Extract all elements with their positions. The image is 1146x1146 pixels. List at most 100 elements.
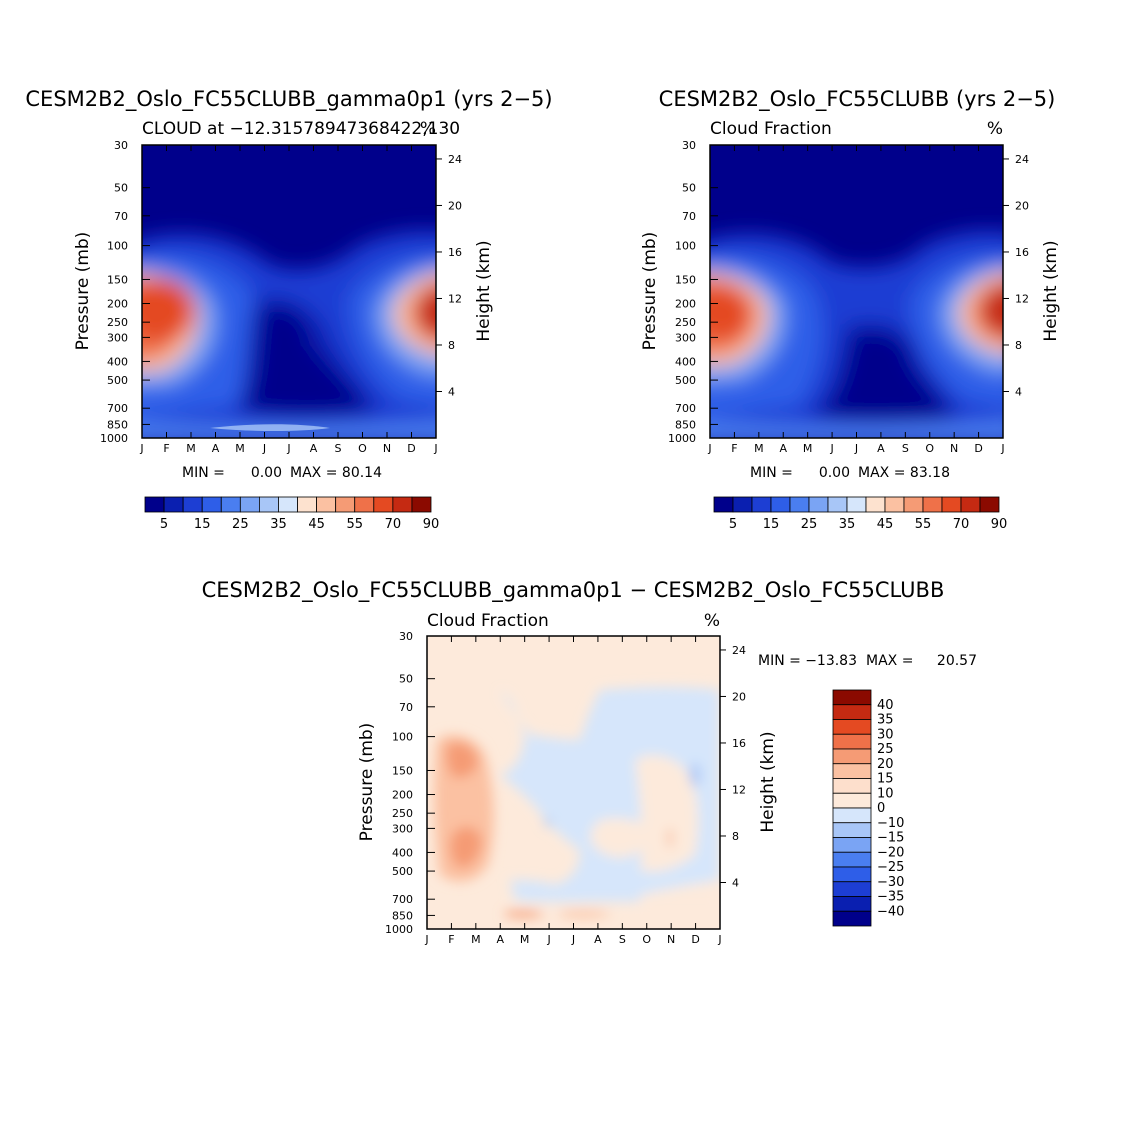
panel-2-contour-field <box>710 145 1003 438</box>
colorbar-label: 5 <box>160 517 168 532</box>
y2-tick-label: 24 <box>732 644 746 657</box>
y-tick-label: 100 <box>392 731 413 744</box>
colorbar-label: 20 <box>877 757 894 772</box>
y-tick-label: 700 <box>392 893 413 906</box>
panel-1-left-subtitle: CLOUD at −12.31578947368422,130 <box>142 119 460 139</box>
panel-3-max-value: 20.57 <box>937 653 977 669</box>
colorbar-swatch <box>865 496 886 513</box>
colorbar-swatch <box>832 896 872 912</box>
colorbar-swatch <box>832 910 872 927</box>
colorbar-swatch <box>258 496 279 513</box>
colorbar-label: −40 <box>877 904 904 919</box>
y2-tick-label: 16 <box>732 737 746 750</box>
panel-1-min-label: MIN = <box>182 465 225 481</box>
colorbar-swatch <box>903 496 924 513</box>
colorbar-swatch <box>979 496 1000 513</box>
y2-tick-label: 4 <box>1015 385 1022 398</box>
x-tick-label: J <box>829 442 833 455</box>
x-tick-label: A <box>310 442 318 455</box>
colorbar-label: 25 <box>232 517 249 532</box>
y-tick-label: 400 <box>392 846 413 859</box>
y-tick-label: 250 <box>675 316 696 329</box>
x-tick-label: D <box>691 933 699 946</box>
panel-2-min-value: 0.00 <box>819 465 850 481</box>
x-tick-label: M <box>520 933 530 946</box>
colorbar-label: 45 <box>308 517 325 532</box>
colorbar-label: 35 <box>270 517 287 532</box>
panel-2-ylabel: Pressure (mb) <box>640 232 660 351</box>
y-tick-label: 500 <box>392 865 413 878</box>
colorbar-label: 55 <box>915 517 932 532</box>
x-tick-label: J <box>433 442 437 455</box>
colorbar-label: 15 <box>194 517 211 532</box>
colorbar-label: 15 <box>763 517 780 532</box>
x-tick-label: M <box>471 933 481 946</box>
y2-tick-label: 24 <box>448 153 462 166</box>
y-tick-label: 70 <box>114 210 128 223</box>
y-tick-label: 250 <box>107 316 128 329</box>
panel-3-max-label: MAX = <box>866 653 913 669</box>
panel-1-max-value: 80.14 <box>342 465 382 481</box>
y-tick-label: 30 <box>682 139 696 152</box>
x-tick-label: A <box>779 442 787 455</box>
panel-3-min-label: MIN = <box>758 653 801 669</box>
y2-tick-label: 12 <box>448 292 462 305</box>
y-tick-label: 400 <box>675 355 696 368</box>
x-tick-label: O <box>925 442 934 455</box>
colorbar-label: 5 <box>729 517 737 532</box>
y-tick-label: 300 <box>107 331 128 344</box>
colorbar-label: 45 <box>877 517 894 532</box>
colorbar-swatch <box>354 496 375 513</box>
x-tick-label: M <box>754 442 764 455</box>
x-tick-label: M <box>803 442 813 455</box>
colorbar-label: −30 <box>877 875 904 890</box>
colorbar-swatch <box>297 496 317 513</box>
colorbar-swatch <box>392 496 413 513</box>
x-tick-label: J <box>286 442 290 455</box>
x-tick-label: F <box>163 442 169 455</box>
panel-2-ylabel2: Height (km) <box>1041 240 1061 341</box>
panel-2-max-label: MAX = <box>858 465 905 481</box>
colorbar-swatch <box>832 851 872 868</box>
y-tick-label: 850 <box>392 909 413 922</box>
colorbar-swatch <box>832 763 872 779</box>
y2-tick-label: 12 <box>1015 292 1029 305</box>
y-tick-label: 70 <box>682 210 696 223</box>
y-tick-label: 50 <box>399 673 413 686</box>
x-tick-label: F <box>448 933 454 946</box>
panel-1-min-value: 0.00 <box>251 465 282 481</box>
colorbar-label: 10 <box>877 786 894 801</box>
x-tick-label: J <box>717 933 721 946</box>
colorbar-swatch <box>770 496 791 513</box>
colorbar-swatch <box>201 496 222 513</box>
colorbar-swatch <box>832 689 872 706</box>
colorbar-swatch <box>239 496 260 513</box>
y-tick-label: 400 <box>107 355 128 368</box>
colorbar-swatch <box>832 704 872 720</box>
colorbar-label: 15 <box>877 772 894 787</box>
colorbar-swatch <box>827 496 848 513</box>
colorbar-label: 55 <box>346 517 363 532</box>
y-tick-label: 100 <box>107 240 128 253</box>
y-tick-label: 250 <box>392 807 413 820</box>
y-tick-label: 30 <box>399 630 413 643</box>
panel-1-max-label: MAX = <box>290 465 337 481</box>
colorbar-swatch <box>808 496 829 513</box>
panel-1-ylabel: Pressure (mb) <box>73 232 93 351</box>
y-tick-label: 300 <box>675 331 696 344</box>
y2-tick-label: 4 <box>448 385 455 398</box>
y-tick-label: 700 <box>107 402 128 415</box>
panel-1-ylabel2: Height (km) <box>474 240 494 341</box>
x-tick-label: N <box>667 933 675 946</box>
x-tick-label: S <box>619 933 626 946</box>
colorbar-swatch <box>832 881 872 897</box>
panel-3-title: CESM2B2_Oslo_FC55CLUBB_gamma0p1 − CESM2B… <box>202 578 945 603</box>
colorbar-swatch <box>220 496 241 513</box>
x-tick-label: A <box>877 442 885 455</box>
colorbar-label: 35 <box>839 517 856 532</box>
y-tick-label: 100 <box>675 240 696 253</box>
colorbar-swatch <box>163 496 184 513</box>
colorbar-swatch <box>832 866 872 883</box>
panel-1: CESM2B2_Oslo_FC55CLUBB_gamma0p1 (yrs 2−5… <box>25 87 552 532</box>
